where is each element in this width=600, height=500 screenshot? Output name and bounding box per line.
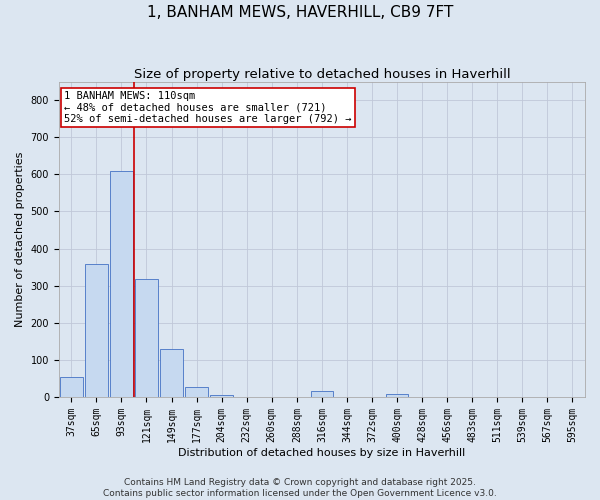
Title: Size of property relative to detached houses in Haverhill: Size of property relative to detached ho… <box>134 68 510 80</box>
Text: 1 BANHAM MEWS: 110sqm
← 48% of detached houses are smaller (721)
52% of semi-det: 1 BANHAM MEWS: 110sqm ← 48% of detached … <box>64 91 352 124</box>
X-axis label: Distribution of detached houses by size in Haverhill: Distribution of detached houses by size … <box>178 448 466 458</box>
Bar <box>110 170 133 397</box>
Bar <box>60 376 83 397</box>
Y-axis label: Number of detached properties: Number of detached properties <box>15 152 25 327</box>
Text: Contains HM Land Registry data © Crown copyright and database right 2025.
Contai: Contains HM Land Registry data © Crown c… <box>103 478 497 498</box>
Bar <box>85 264 107 397</box>
Bar <box>135 279 158 397</box>
Text: 1, BANHAM MEWS, HAVERHILL, CB9 7FT: 1, BANHAM MEWS, HAVERHILL, CB9 7FT <box>147 5 453 20</box>
Bar <box>211 395 233 397</box>
Bar <box>386 394 409 397</box>
Bar <box>160 348 183 397</box>
Bar <box>185 386 208 397</box>
Bar <box>311 392 333 397</box>
